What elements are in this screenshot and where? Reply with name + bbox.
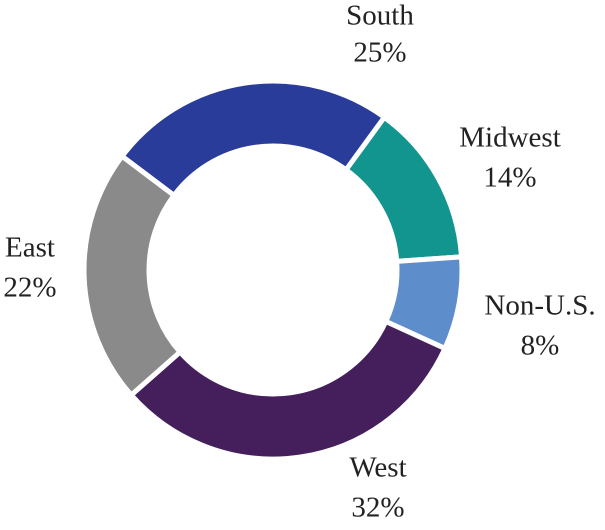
slice-label: South	[346, 0, 414, 32]
slice-value-label: 8%	[521, 330, 560, 362]
slice-value-label: 32%	[351, 492, 404, 524]
slice-label: West	[349, 452, 406, 484]
donut-slice	[81, 152, 184, 399]
slice-label: Midwest	[459, 122, 561, 154]
donut-slice	[127, 318, 449, 462]
slice-value-label: 22%	[3, 272, 56, 304]
donut-slice	[118, 78, 388, 199]
slice-value-label: 14%	[483, 162, 536, 194]
slice-label: Non-U.S.	[484, 290, 595, 322]
slice-label: East	[5, 232, 55, 264]
slice-value-label: 25%	[353, 37, 406, 69]
